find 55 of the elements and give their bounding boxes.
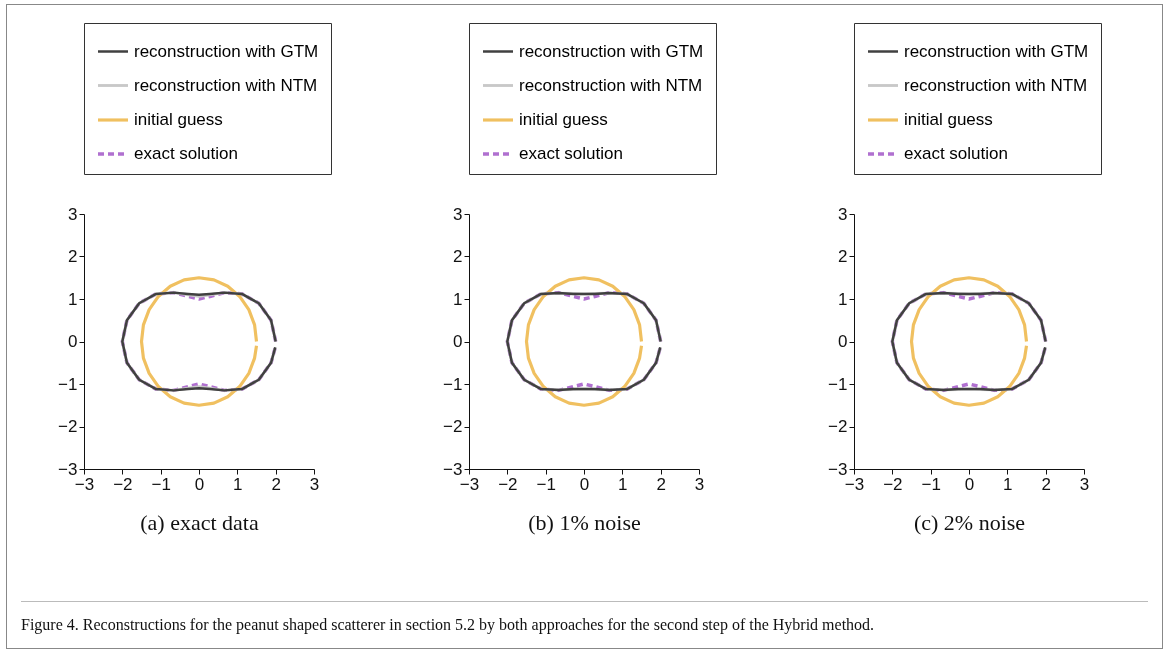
y-tick-label: −2 — [443, 417, 463, 436]
x-tick-label: 2 — [271, 474, 281, 494]
x-tick-label: 1 — [618, 474, 628, 494]
x-tick-label: −2 — [113, 474, 133, 494]
y-tick-label: −1 — [443, 374, 463, 394]
legend-label: exact solution — [134, 144, 238, 163]
y-tick-label: −1 — [58, 374, 78, 394]
x-tick-label: 3 — [1079, 474, 1090, 494]
x-tick-label: 2 — [656, 474, 666, 494]
legend-label: reconstruction with GTM — [134, 41, 319, 61]
x-axis-title: (c) 2% noise — [913, 509, 1026, 535]
y-tick-label: −3 — [828, 459, 848, 479]
y-tick-label: 0 — [453, 332, 463, 351]
x-tick-label: 1 — [1003, 474, 1013, 494]
legend-label: exact solution — [519, 144, 623, 163]
x-tick-label: −1 — [151, 474, 171, 494]
y-tick-label: −3 — [58, 459, 78, 479]
y-tick-label: 3 — [68, 204, 78, 224]
legend-label: reconstruction with GTM — [904, 41, 1089, 61]
y-tick-label: −2 — [828, 417, 848, 436]
y-tick-label: 1 — [838, 289, 848, 309]
legend-label: exact solution — [904, 144, 1008, 163]
y-tick-label: 3 — [453, 204, 463, 224]
y-tick-label: 0 — [838, 332, 848, 351]
y-tick-label: 3 — [838, 204, 848, 224]
y-tick-label: −2 — [58, 417, 78, 436]
legend-label: reconstruction with NTM — [519, 75, 703, 95]
y-tick-label: 2 — [838, 247, 848, 266]
x-tick-label: 0 — [579, 474, 590, 494]
y-tick-label: 1 — [68, 289, 78, 309]
y-tick-label: 0 — [68, 332, 78, 351]
x-tick-label: 0 — [194, 474, 205, 494]
y-tick-label: 2 — [453, 247, 463, 266]
x-tick-label: 3 — [694, 474, 705, 494]
x-axis-title: (b) 1% noise — [528, 509, 641, 535]
x-tick-label: −2 — [883, 474, 903, 494]
x-tick-label: 3 — [309, 474, 320, 494]
legend-label: reconstruction with NTM — [134, 75, 318, 95]
x-tick-label: −1 — [921, 474, 941, 494]
legend-label: reconstruction with NTM — [904, 75, 1088, 95]
legend-label: initial guess — [519, 110, 608, 129]
y-tick-label: −1 — [828, 374, 848, 394]
y-tick-label: 1 — [453, 289, 463, 309]
legend-label: initial guess — [904, 110, 993, 129]
legend-label: initial guess — [134, 110, 223, 129]
x-tick-label: 1 — [233, 474, 243, 494]
x-axis-title: (a) exact data — [140, 509, 259, 535]
x-tick-label: 0 — [964, 474, 975, 494]
caption: Figure 4. Reconstructions for the peanut shaped scatterer in section 5.2 by both approaches for the second step of the Hybrid method. — [21, 601, 1148, 634]
x-tick-label: −2 — [498, 474, 518, 494]
y-tick-label: 2 — [68, 247, 78, 266]
y-tick-label: −3 — [443, 459, 463, 479]
x-tick-label: −1 — [536, 474, 556, 494]
x-tick-label: 2 — [1041, 474, 1051, 494]
legend-label: reconstruction with GTM — [519, 41, 704, 61]
